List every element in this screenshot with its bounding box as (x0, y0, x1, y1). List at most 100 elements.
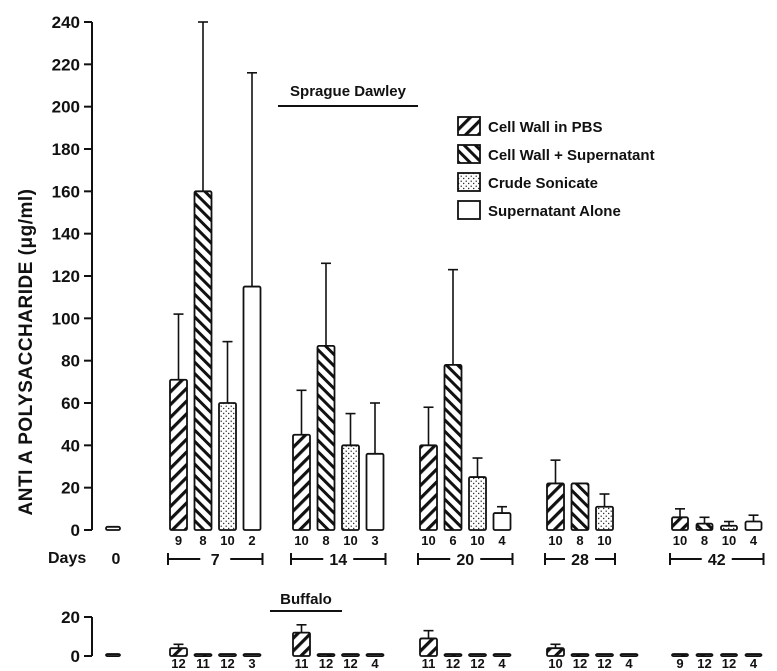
legend-swatch-cwsup (457, 144, 481, 164)
bar-n-label: 12 (446, 656, 460, 671)
bar-cwsup-day-7 (193, 653, 213, 657)
bar-n-label: 6 (449, 533, 456, 548)
bar-cwpbs-day-14 (292, 433, 311, 531)
bar-n-label: 12 (470, 656, 484, 671)
bar-cwsup-day-42 (695, 522, 714, 531)
y-tick-label: 100 (52, 309, 80, 328)
y-tick-label: 220 (52, 55, 80, 74)
bar-n-label: 4 (750, 533, 758, 548)
bar-crude-day-14 (341, 653, 360, 657)
bar-crude-day-28 (595, 505, 614, 531)
y-tick-label: 200 (52, 98, 80, 117)
y-tick-label: 20 (61, 479, 80, 498)
bar-n-label: 9 (676, 656, 683, 671)
bar-n-label: 8 (701, 533, 708, 548)
bar-cwsup-day-42 (695, 653, 714, 657)
bar-cwpbs-day-42 (671, 516, 689, 531)
bar-supalone-day-42 (744, 520, 763, 531)
bar-supalone-day-7 (242, 285, 262, 531)
bar-n-label: 8 (576, 533, 583, 548)
bar-cwpbs-day-28 (546, 482, 565, 531)
bar-control-day-0 (105, 653, 121, 657)
legend-label-cwsup: Cell Wall + Supernatant (488, 147, 655, 164)
panel-title-sprague-dawley: Sprague Dawley (290, 83, 407, 100)
day-label: 28 (571, 552, 589, 569)
bar-n-label: 11 (422, 656, 436, 671)
bar-supalone-day-14 (365, 653, 385, 657)
bar-cwpbs-day-14 (292, 631, 311, 657)
bar-n-label: 12 (319, 656, 333, 671)
bar-n-label: 8 (322, 533, 329, 548)
bar-cwsup-day-28 (570, 482, 590, 531)
bar-n-label: 10 (294, 533, 308, 548)
bar-n-label: 11 (196, 656, 210, 671)
y-tick-label: 120 (52, 267, 80, 286)
legend-label-supalone: Supernatant Alone (488, 203, 621, 220)
bar-n-label: 12 (573, 656, 587, 671)
bar-n-label: 10 (220, 533, 234, 548)
y-tick-label: 0 (71, 647, 80, 666)
bar-supalone-day-14 (365, 452, 385, 531)
bar-cwsup-day-20 (443, 653, 463, 657)
bar-cwsup-day-28 (570, 653, 590, 657)
bar-cwsup-day-7 (193, 190, 213, 531)
bar-crude-day-28 (595, 653, 614, 657)
bar-crude-day-7 (218, 653, 237, 657)
y-tick-label: 140 (52, 225, 80, 244)
bar-cwpbs-day-20 (419, 444, 438, 531)
y-axis-top: 0 20 40 60 80 100 120 140 160 180 200 220 240 (52, 13, 93, 540)
bar-crude-day-42 (720, 653, 738, 657)
bar-n-label: 12 (722, 656, 736, 671)
bar-n-label: 3 (371, 533, 378, 548)
bar-cwsup-day-14 (316, 344, 336, 531)
y-tick-label: 180 (52, 140, 80, 159)
y-tick-label: 160 (52, 182, 80, 201)
day-label: 20 (456, 552, 474, 569)
bar-n-label: 10 (343, 533, 357, 548)
legend-swatch-cwpbs (457, 116, 481, 136)
bar-supalone-day-20 (492, 653, 512, 657)
y-tick-label: 80 (61, 352, 80, 371)
bars-top-panel: 9 8 10 2 10 8 10 3 10 6 10 4 10 8 10 10 8 10 4 (105, 21, 763, 548)
bar-n-label: 10 (470, 533, 484, 548)
panel-title-buffalo: Buffalo (280, 591, 332, 608)
y-axis-bottom: 0 20 (61, 608, 93, 666)
y-tick-label: 20 (61, 608, 80, 627)
bar-cwpbs-day-7 (169, 378, 188, 531)
bar-n-label: 2 (248, 533, 255, 548)
y-tick-label: 240 (52, 13, 80, 32)
y-tick-label: 60 (61, 394, 80, 413)
bar-n-label: 10 (673, 533, 687, 548)
bar-n-label: 12 (343, 656, 357, 671)
bar-crude-day-20 (468, 476, 487, 531)
bar-n-label: 4 (750, 656, 758, 671)
bar-n-label: 4 (625, 656, 633, 671)
bar-n-label: 12 (171, 656, 185, 671)
bar-crude-day-14 (341, 444, 360, 531)
bar-crude-day-20 (468, 653, 487, 657)
day-label: 0 (112, 551, 121, 568)
y-axis-title: ANTI A POLYSACCHARIDE (μg/ml) (16, 189, 37, 516)
legend-label-cwpbs: Cell Wall in PBS (488, 119, 602, 136)
bar-cwsup-day-14 (316, 653, 336, 657)
bar-n-label: 12 (697, 656, 711, 671)
bar-n-label: 10 (548, 656, 562, 671)
y-tick-label: 0 (71, 521, 80, 540)
bar-control-day-0 (105, 525, 121, 531)
bar-n-label: 4 (498, 533, 506, 548)
bar-n-label: 3 (248, 656, 255, 671)
bar-n-label: 12 (220, 656, 234, 671)
bar-n-label: 4 (371, 656, 379, 671)
day-ranges: 0 7 14 20 28 42 (112, 551, 765, 569)
bar-supalone-day-28 (619, 653, 639, 657)
bar-cwsup-day-20 (443, 363, 463, 531)
bar-supalone-day-20 (492, 512, 512, 531)
legend: Cell Wall in PBS Cell Wall + Supernatant C… (457, 116, 655, 220)
bar-n-label: 10 (548, 533, 562, 548)
bar-cwpbs-day-42 (671, 653, 689, 657)
bar-n-label: 8 (199, 533, 206, 548)
bar-crude-day-7 (218, 402, 237, 531)
legend-label-crude: Crude Sonicate (488, 175, 598, 192)
day-label: 42 (708, 552, 726, 569)
